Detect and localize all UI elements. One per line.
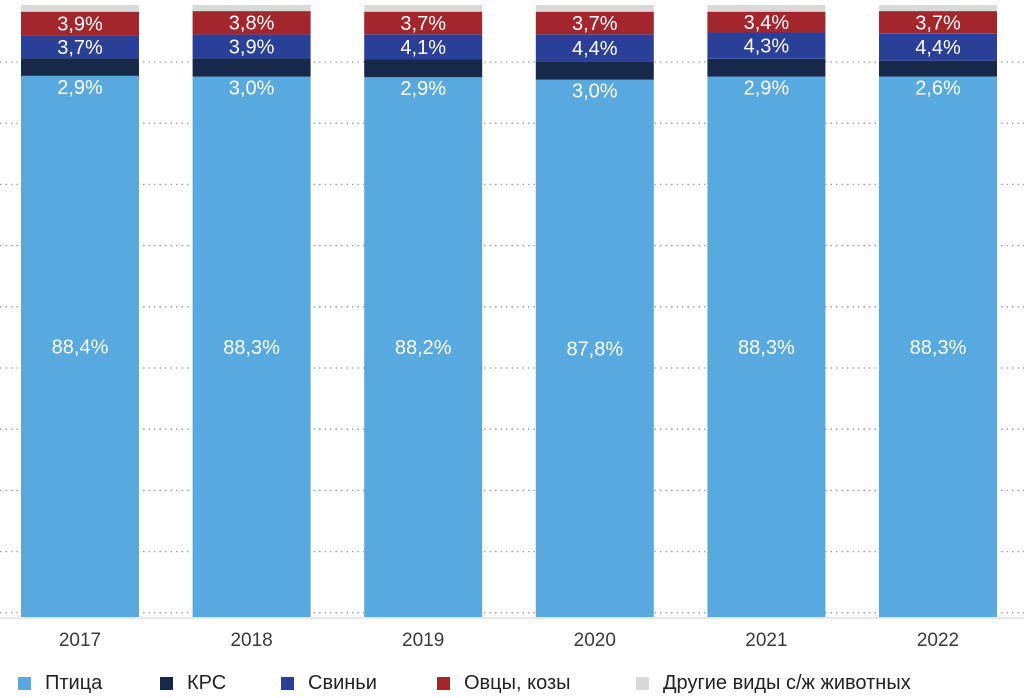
bar-segment — [879, 76, 997, 618]
legend-label: Другие виды с/ж животных — [663, 672, 911, 694]
bar-segment — [535, 11, 654, 35]
data-label: 3,7% — [57, 37, 103, 59]
bar-segment — [879, 11, 997, 34]
bar-segment — [364, 77, 483, 617]
bar-segment — [879, 33, 997, 61]
legend-item: Овцы, козы — [437, 672, 571, 695]
bar-segment — [879, 60, 997, 77]
data-label: 4,4% — [572, 38, 618, 60]
data-label: 4,1% — [400, 37, 446, 59]
x-tick-label: 2021 — [745, 630, 787, 651]
data-label: 3,9% — [57, 14, 103, 36]
legend-item: КРС — [160, 672, 226, 695]
legend-swatch — [437, 677, 450, 690]
legend-item: Свиньи — [281, 672, 377, 695]
bar-segment — [535, 61, 654, 80]
segment-labels: 88,4%2,9%3,7%3,9%88,3%3,0%3,9%3,8%88,2%2… — [52, 12, 967, 360]
data-label: 88,3% — [910, 337, 967, 359]
bar-segment — [21, 11, 139, 36]
legend-label: КРС — [187, 672, 227, 694]
data-label: 3,8% — [229, 13, 275, 35]
x-tick-label: 2017 — [59, 630, 101, 651]
data-label: 88,3% — [223, 337, 280, 359]
data-label: 88,3% — [738, 337, 795, 359]
bar-segment — [364, 11, 483, 35]
bar-segment — [192, 11, 311, 35]
data-label: 2,9% — [400, 78, 446, 100]
data-label: 4,3% — [744, 36, 790, 58]
data-label: 2,9% — [57, 77, 103, 99]
bar-segment — [535, 79, 654, 617]
data-label: 3,7% — [400, 13, 446, 35]
x-tick-label: 2018 — [230, 630, 272, 651]
bar-segment — [21, 58, 139, 76]
bar-segment — [21, 76, 139, 617]
data-label: 3,7% — [915, 12, 961, 34]
x-tick-label: 2020 — [574, 630, 616, 651]
data-label: 3,0% — [229, 78, 275, 100]
legend-swatch — [160, 677, 173, 690]
data-label: 3,0% — [572, 81, 618, 103]
data-label: 4,4% — [915, 37, 961, 59]
bars — [21, 5, 997, 618]
legend-swatch — [18, 677, 31, 690]
legend-item: Другие виды с/ж животных — [636, 672, 911, 695]
data-label: 87,8% — [566, 338, 623, 360]
data-label: 2,9% — [744, 78, 790, 100]
bar-segment — [707, 32, 826, 59]
bar-segment — [707, 11, 826, 33]
legend-swatch — [281, 677, 294, 690]
legend: Птица КРС Свиньи Овцы, козы Другие виды с/ж … — [0, 668, 1024, 698]
legend-label: Свиньи — [308, 672, 377, 694]
bar-segment — [21, 5, 139, 12]
legend-swatch — [636, 677, 649, 690]
bar-segment — [707, 58, 826, 77]
bar-segment — [192, 5, 311, 12]
data-label: 2,6% — [915, 78, 961, 100]
x-tick-label: 2019 — [402, 630, 444, 651]
data-label: 88,4% — [52, 337, 109, 359]
bar-segment — [364, 59, 483, 78]
legend-item: Птица — [18, 672, 102, 695]
bar-segment — [535, 5, 654, 12]
bar-segment — [535, 34, 654, 62]
bar-segment — [21, 35, 139, 59]
bar-segment — [192, 34, 311, 59]
x-axis-tick-labels: 2017 2018 2019 2020 2021 2022 — [59, 630, 959, 651]
data-label: 3,7% — [572, 13, 618, 35]
bar-segment — [364, 34, 483, 60]
stacked-bar-chart: 88,4%2,9%3,7%3,9%88,3%3,0%3,9%3,8%88,2%2… — [0, 5, 1024, 651]
bar-segment — [364, 5, 483, 12]
bar-segment — [192, 76, 311, 618]
data-label: 3,9% — [229, 36, 275, 58]
bar-segment — [707, 76, 826, 618]
legend-label: Птица — [45, 672, 103, 694]
bar-segment — [879, 5, 997, 12]
x-tick-label: 2022 — [917, 630, 959, 651]
legend-label: Овцы, козы — [464, 672, 571, 694]
bar-segment — [707, 5, 826, 12]
data-label: 3,4% — [744, 12, 790, 34]
data-label: 88,2% — [395, 337, 452, 359]
bar-segment — [192, 58, 311, 77]
gridlines — [0, 61, 1024, 614]
